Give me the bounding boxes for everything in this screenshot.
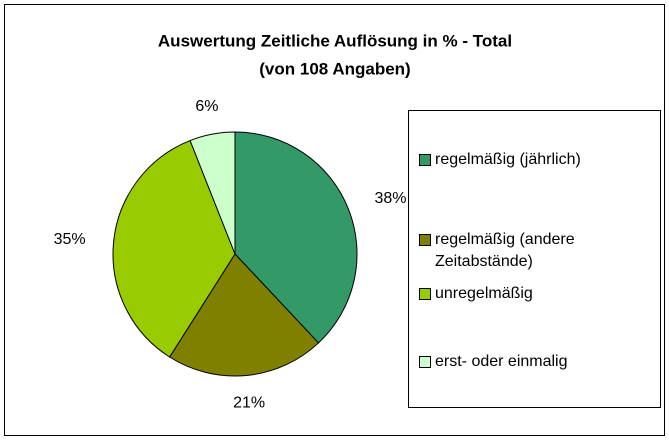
legend-item: erst- oder einmalig <box>419 351 654 373</box>
legend-swatch <box>419 154 431 166</box>
pie-slice <box>189 131 236 255</box>
legend-item: regelmäßig (andere Zeitabstände) <box>419 229 654 273</box>
legend-label: regelmäßig (andere Zeitabstände) <box>435 231 575 270</box>
data-label: 35% <box>54 231 86 248</box>
legend-item: regelmäßig (jährlich) <box>419 149 654 171</box>
data-label: 38% <box>374 190 406 207</box>
legend-box <box>408 110 661 408</box>
legend-item: unregelmäßig <box>419 283 654 305</box>
legend-swatch <box>419 288 431 300</box>
legend-swatch <box>419 356 431 368</box>
data-label: 6% <box>195 98 218 115</box>
pie-slice <box>234 131 358 344</box>
chart-subtitle: (von 108 Angaben) <box>259 59 410 78</box>
legend-swatch <box>419 234 431 246</box>
pie-slice <box>112 139 236 358</box>
pie-slice <box>168 253 320 377</box>
legend-label: erst- oder einmalig <box>435 353 568 370</box>
chart-title: Auswertung Zeitliche Auflösung in % - To… <box>158 31 512 50</box>
legend: regelmäßig (jährlich) regelmäßig (andere … <box>409 111 660 407</box>
legend-label: unregelmäßig <box>435 285 533 302</box>
legend-label: regelmäßig (jährlich) <box>435 151 581 168</box>
data-label: 21% <box>233 395 265 412</box>
